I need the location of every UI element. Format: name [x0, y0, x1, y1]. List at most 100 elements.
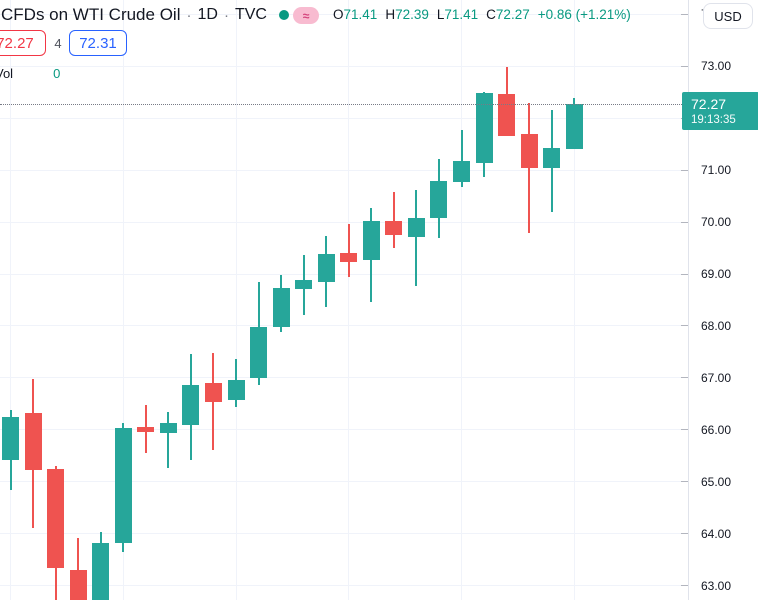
v-gridline	[348, 0, 350, 600]
h-gridline	[0, 429, 688, 431]
last-price-badge[interactable]: 72.27 19:13:35	[682, 92, 758, 130]
candle-body	[47, 468, 65, 568]
exchange-label: TVC	[234, 6, 267, 23]
ohlc-readout: O71.41 H72.39 L71.41 C72.27 +0.86 (+1.21…	[333, 7, 631, 23]
symbol-legend-row: CFDs on WTI Crude Oil · 1D · TVC	[1, 4, 267, 26]
last-price-line	[0, 103, 688, 105]
price-axis-label: 69.00	[701, 267, 732, 281]
axis-tick	[681, 13, 688, 15]
sell-bid-button[interactable]: 72.27	[0, 30, 46, 56]
candle-body	[114, 427, 132, 543]
candle-body	[159, 423, 177, 434]
price-axis-label: 70.00	[701, 215, 732, 229]
candle-body	[137, 426, 155, 433]
v-gridline	[573, 0, 575, 600]
low-label: L	[436, 7, 445, 22]
separator-dot: ·	[186, 6, 192, 24]
candle-body	[317, 254, 335, 282]
candle-body	[24, 412, 42, 470]
candle-body	[362, 221, 380, 260]
candle-wick	[77, 538, 80, 600]
buy-ask-button[interactable]: 72.31	[69, 30, 127, 56]
volume-label[interactable]: Vol	[0, 66, 14, 81]
candle-body	[407, 218, 425, 237]
candle-body	[204, 382, 222, 402]
candle-body	[2, 416, 19, 461]
candle-body	[182, 384, 200, 425]
price-axis-label: 65.00	[701, 474, 732, 489]
v-gridline	[461, 0, 462, 600]
candle-wick	[347, 224, 350, 278]
candle-body	[227, 379, 245, 400]
h-gridline	[0, 13, 688, 15]
price-axis-label: 63.00	[701, 578, 732, 593]
candle-body	[92, 542, 110, 600]
last-price-value: 72.27	[691, 95, 727, 112]
axis-tick	[681, 221, 688, 223]
close-label: C	[486, 7, 496, 22]
candle-body	[430, 181, 448, 219]
v-gridline	[10, 0, 11, 600]
high-value: 72.39	[395, 7, 429, 22]
h-gridline	[0, 325, 688, 327]
candle-body	[475, 93, 493, 163]
candle-body	[295, 280, 313, 290]
low-value: 71.41	[444, 7, 479, 22]
axis-tick	[681, 585, 688, 587]
axis-tick	[681, 377, 688, 379]
price-axis-label: 68.00	[701, 318, 732, 333]
price-axis-label: 64.00	[701, 526, 732, 541]
high-label: H	[385, 7, 396, 22]
axis-tick	[681, 481, 688, 483]
h-gridline	[0, 585, 688, 587]
candle-wick	[392, 191, 395, 248]
candle-body	[565, 103, 583, 149]
candle-wick	[528, 102, 531, 233]
interval-label[interactable]: 1D	[197, 6, 218, 23]
chart-canvas[interactable]	[0, 0, 688, 600]
v-gridline	[122, 0, 124, 600]
axis-tick	[681, 169, 688, 171]
volume-legend-row: Vol 0	[0, 66, 60, 81]
separator-dot: ·	[223, 6, 229, 24]
v-gridline	[235, 0, 237, 600]
open-value: 71.41	[343, 7, 378, 22]
axis-tick	[681, 273, 688, 275]
change-value: +0.86 (+1.21%)	[537, 7, 631, 22]
symbol-title[interactable]: CFDs on WTI Crude Oil	[1, 5, 181, 24]
candle-body	[520, 134, 538, 168]
bar-countdown-timer: 19:13:35	[691, 113, 736, 126]
candle-body	[385, 220, 403, 235]
currency-toggle-button[interactable]: USD	[703, 3, 753, 29]
price-axis-label: 73.00	[701, 59, 732, 74]
axis-tick	[681, 325, 688, 327]
h-gridline	[0, 221, 688, 223]
candle-body	[250, 327, 268, 378]
axis-tick	[681, 65, 688, 67]
close-value: 72.27	[495, 7, 530, 22]
price-axis-label: 71.00	[701, 163, 732, 178]
candle-wick	[460, 129, 463, 187]
h-gridline	[0, 65, 688, 67]
h-gridline	[0, 117, 688, 119]
price-axis-label: 67.00	[701, 370, 732, 385]
h-gridline	[0, 169, 688, 171]
axis-tick	[681, 533, 688, 535]
approx-data-badge-icon[interactable]: ≈	[293, 7, 319, 24]
price-axis-label: 66.00	[701, 422, 732, 437]
volume-value: 0	[53, 66, 61, 81]
candle-wick	[415, 189, 418, 287]
spread-value: 4	[54, 36, 62, 51]
h-gridline	[0, 377, 688, 379]
open-label: O	[333, 7, 344, 22]
candle-body	[272, 288, 290, 328]
candle-body	[340, 252, 358, 262]
h-gridline	[0, 273, 688, 275]
market-status-dot-icon[interactable]	[279, 10, 289, 20]
h-gridline	[0, 533, 688, 535]
candle-body	[453, 161, 470, 183]
h-gridline	[0, 481, 688, 483]
axis-tick	[681, 429, 688, 431]
price-axis[interactable]: 74.0073.0072.0071.0070.0069.0068.0067.00…	[682, 0, 758, 600]
